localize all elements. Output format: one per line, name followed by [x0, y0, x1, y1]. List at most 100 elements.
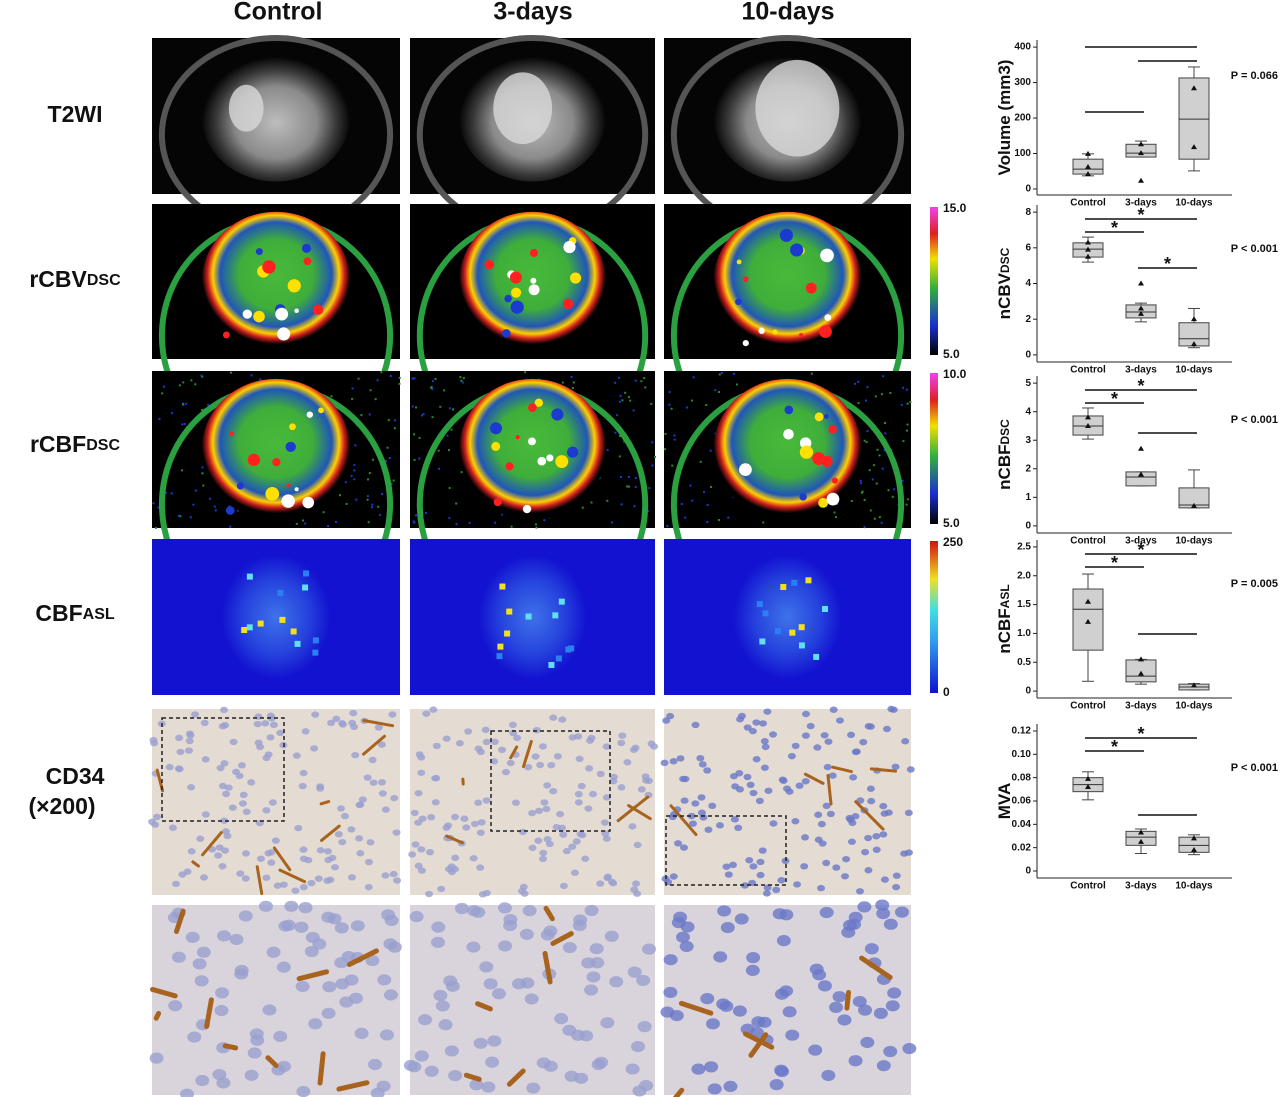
nucleus [756, 858, 765, 866]
noise [185, 402, 188, 405]
noise [703, 490, 706, 493]
lesion [493, 72, 553, 145]
nucleus [880, 876, 889, 883]
y-tick-label: 0.5 [1017, 657, 1031, 668]
nucleus [299, 855, 308, 862]
nucleus [894, 906, 909, 918]
nucleus [220, 817, 229, 824]
brain [201, 211, 351, 352]
hot-spot [805, 282, 817, 294]
nucleus [734, 913, 749, 925]
nucleus [808, 1044, 823, 1056]
nucleus [704, 826, 713, 833]
hot-spot [826, 492, 840, 506]
noise [850, 499, 853, 502]
noise [344, 481, 347, 484]
nucleus [444, 1045, 459, 1057]
nucleus [278, 920, 293, 932]
hot-spot [285, 441, 296, 452]
noise [377, 505, 380, 508]
nucleus [641, 943, 656, 955]
nucleus [554, 1013, 569, 1025]
noise [884, 432, 887, 435]
data-point [1085, 784, 1091, 789]
noise [881, 393, 884, 396]
noise [413, 521, 416, 524]
nucleus [241, 875, 250, 882]
nucleus [247, 779, 256, 786]
nucleus [574, 799, 583, 806]
noise [686, 406, 689, 409]
vessel [150, 986, 178, 999]
pixel [756, 601, 763, 608]
nucleus [751, 1016, 766, 1028]
nucleus [451, 813, 460, 821]
nucleus [585, 765, 594, 772]
nucleus [497, 902, 512, 914]
noise [650, 402, 653, 405]
nucleus [573, 914, 588, 926]
nucleus [381, 806, 390, 813]
nucleus [570, 1029, 585, 1041]
hot-spot [799, 493, 807, 501]
noise [863, 498, 866, 501]
nucleus [417, 867, 426, 874]
pixel [277, 589, 284, 596]
vessel [859, 955, 893, 980]
noise [415, 514, 418, 517]
nucleus [378, 790, 387, 797]
vessel [445, 834, 464, 845]
noise [353, 463, 356, 466]
significance-star: * [1111, 553, 1118, 573]
nucleus [596, 770, 605, 778]
hot-spot [505, 462, 514, 471]
nucleus [234, 968, 249, 980]
nucleus [660, 1006, 675, 1018]
nucleus [348, 992, 363, 1004]
noise [420, 414, 423, 417]
nucleus [298, 902, 313, 914]
nucleus [238, 910, 253, 922]
noise [330, 395, 333, 398]
nucleus [518, 887, 527, 895]
noise [438, 467, 441, 470]
hot-spot [570, 272, 582, 284]
nucleus [568, 843, 577, 850]
noise [618, 435, 621, 438]
y-axis-label: nCBVDSC [995, 247, 1014, 319]
nucleus [217, 930, 232, 942]
noise [673, 434, 676, 437]
noise [865, 399, 868, 402]
nucleus [377, 974, 392, 986]
nucleus [381, 909, 396, 921]
hot-spot [824, 314, 832, 321]
nucleus [358, 796, 367, 803]
nucleus [216, 764, 225, 772]
nucleus [483, 978, 498, 990]
pixel [497, 643, 504, 650]
nucleus [311, 711, 320, 718]
nucleus [256, 855, 265, 862]
nucleus [749, 789, 758, 797]
p-value: P = 0.066 [1231, 70, 1278, 82]
nucleus [776, 935, 791, 947]
nucleus [241, 850, 250, 857]
nucleus [785, 1029, 800, 1041]
noise [304, 522, 307, 525]
vessel [506, 1068, 526, 1087]
nucleus [383, 989, 398, 1001]
nucleus [310, 745, 319, 752]
vessel [255, 865, 264, 896]
noise [164, 491, 167, 494]
data-point [1085, 422, 1091, 428]
noise [366, 498, 369, 501]
hot-spot [529, 248, 538, 257]
pixel [798, 642, 805, 649]
pixel [759, 638, 766, 645]
nucleus [491, 988, 506, 1000]
nucleus [539, 855, 548, 863]
data-point [1138, 305, 1144, 311]
nucleus [172, 880, 181, 888]
nucleus [454, 902, 469, 915]
nucleus [267, 849, 276, 856]
